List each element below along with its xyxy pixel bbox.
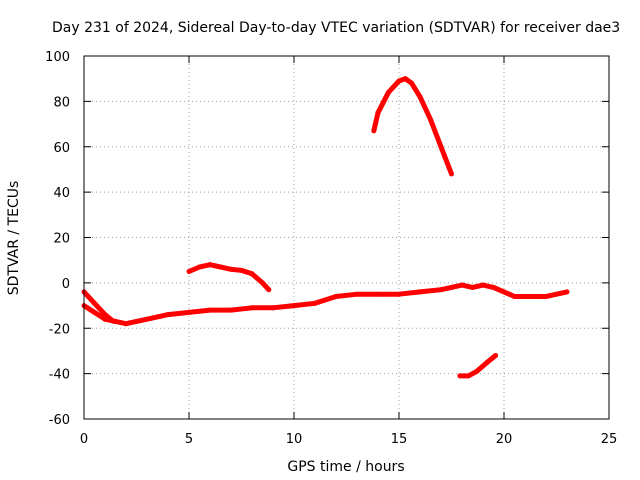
- data-point: [186, 269, 192, 274]
- data-point: [123, 321, 129, 327]
- data-point: [266, 287, 272, 293]
- data-point: [554, 291, 559, 297]
- data-point: [474, 368, 480, 374]
- data-point: [459, 282, 465, 288]
- data-point: [228, 307, 234, 313]
- data-point: [270, 305, 276, 311]
- data-point: [409, 80, 415, 86]
- data-point: [417, 289, 423, 295]
- data-point: [491, 284, 496, 290]
- data-point: [155, 314, 160, 320]
- data-point: [92, 300, 97, 306]
- y-tick-label: -60: [49, 413, 70, 428]
- x-tick-label: 10: [286, 432, 303, 447]
- data-point: [312, 300, 318, 306]
- data-point: [501, 289, 507, 295]
- data-point: [449, 284, 454, 290]
- data-point: [396, 78, 402, 84]
- y-tick-label: 40: [53, 186, 70, 201]
- x-tick-label: 5: [185, 432, 193, 447]
- data-point: [228, 266, 234, 272]
- grid: [84, 56, 609, 419]
- data-point: [484, 359, 490, 365]
- x-tick-label: 20: [496, 432, 513, 447]
- y-tick-label: 20: [53, 232, 70, 247]
- data-point: [249, 271, 255, 277]
- data-point: [564, 289, 570, 295]
- y-tick-label: -20: [49, 322, 70, 337]
- data-point: [512, 294, 517, 299]
- data-point: [207, 307, 213, 313]
- data-point: [402, 76, 408, 82]
- data-point: [333, 294, 339, 299]
- data-series: [81, 76, 570, 379]
- data-point: [428, 117, 433, 122]
- y-tick-label: 60: [53, 141, 70, 156]
- data-point: [417, 94, 423, 100]
- data-point: [371, 128, 377, 134]
- data-point: [396, 291, 402, 297]
- data-point: [543, 294, 549, 299]
- y-tick-label: -40: [49, 368, 70, 383]
- data-point: [465, 373, 471, 379]
- data-point: [134, 318, 139, 324]
- series-line-track-start: [82, 290, 115, 324]
- data-point: [249, 305, 255, 311]
- data-point: [386, 89, 391, 95]
- data-point: [291, 303, 297, 309]
- data-point: [438, 144, 444, 150]
- data-point: [207, 262, 213, 268]
- data-point: [457, 373, 463, 379]
- y-tick-label: 80: [53, 95, 70, 110]
- data-point: [197, 264, 202, 270]
- data-point: [375, 110, 381, 116]
- data-point: [438, 287, 444, 293]
- y-tick-label: 100: [45, 50, 70, 65]
- data-point: [493, 353, 499, 358]
- data-point: [165, 312, 171, 318]
- axis-ticks: 0 5 10 15 20 25 -60 -40 -20 0 20 40 60 80 100: [45, 50, 617, 447]
- data-point: [480, 282, 486, 288]
- data-point: [239, 267, 244, 273]
- data-point: [375, 291, 381, 297]
- data-point: [92, 309, 97, 315]
- chart-title: Day 231 of 2024, Sidereal Day-to-day VTE…: [52, 20, 620, 36]
- x-tick-label: 25: [601, 432, 618, 447]
- data-point: [522, 294, 528, 299]
- data-point: [470, 284, 475, 290]
- plot-frame: [83, 55, 610, 420]
- data-point: [260, 280, 265, 286]
- data-point: [144, 316, 150, 322]
- x-tick-label: 15: [391, 432, 408, 447]
- data-point: [110, 318, 116, 324]
- data-point: [186, 309, 192, 315]
- data-point: [354, 291, 360, 297]
- x-axis-title: GPS time / hours: [287, 459, 404, 475]
- series-line-track-high: [371, 76, 454, 175]
- data-point: [449, 171, 454, 177]
- x-tick-label: 0: [80, 432, 88, 447]
- data-point: [218, 264, 223, 270]
- y-axis-title: SDTVAR / TECUs: [6, 181, 22, 296]
- data-point: [102, 312, 108, 318]
- y-tick-label: 0: [62, 277, 70, 292]
